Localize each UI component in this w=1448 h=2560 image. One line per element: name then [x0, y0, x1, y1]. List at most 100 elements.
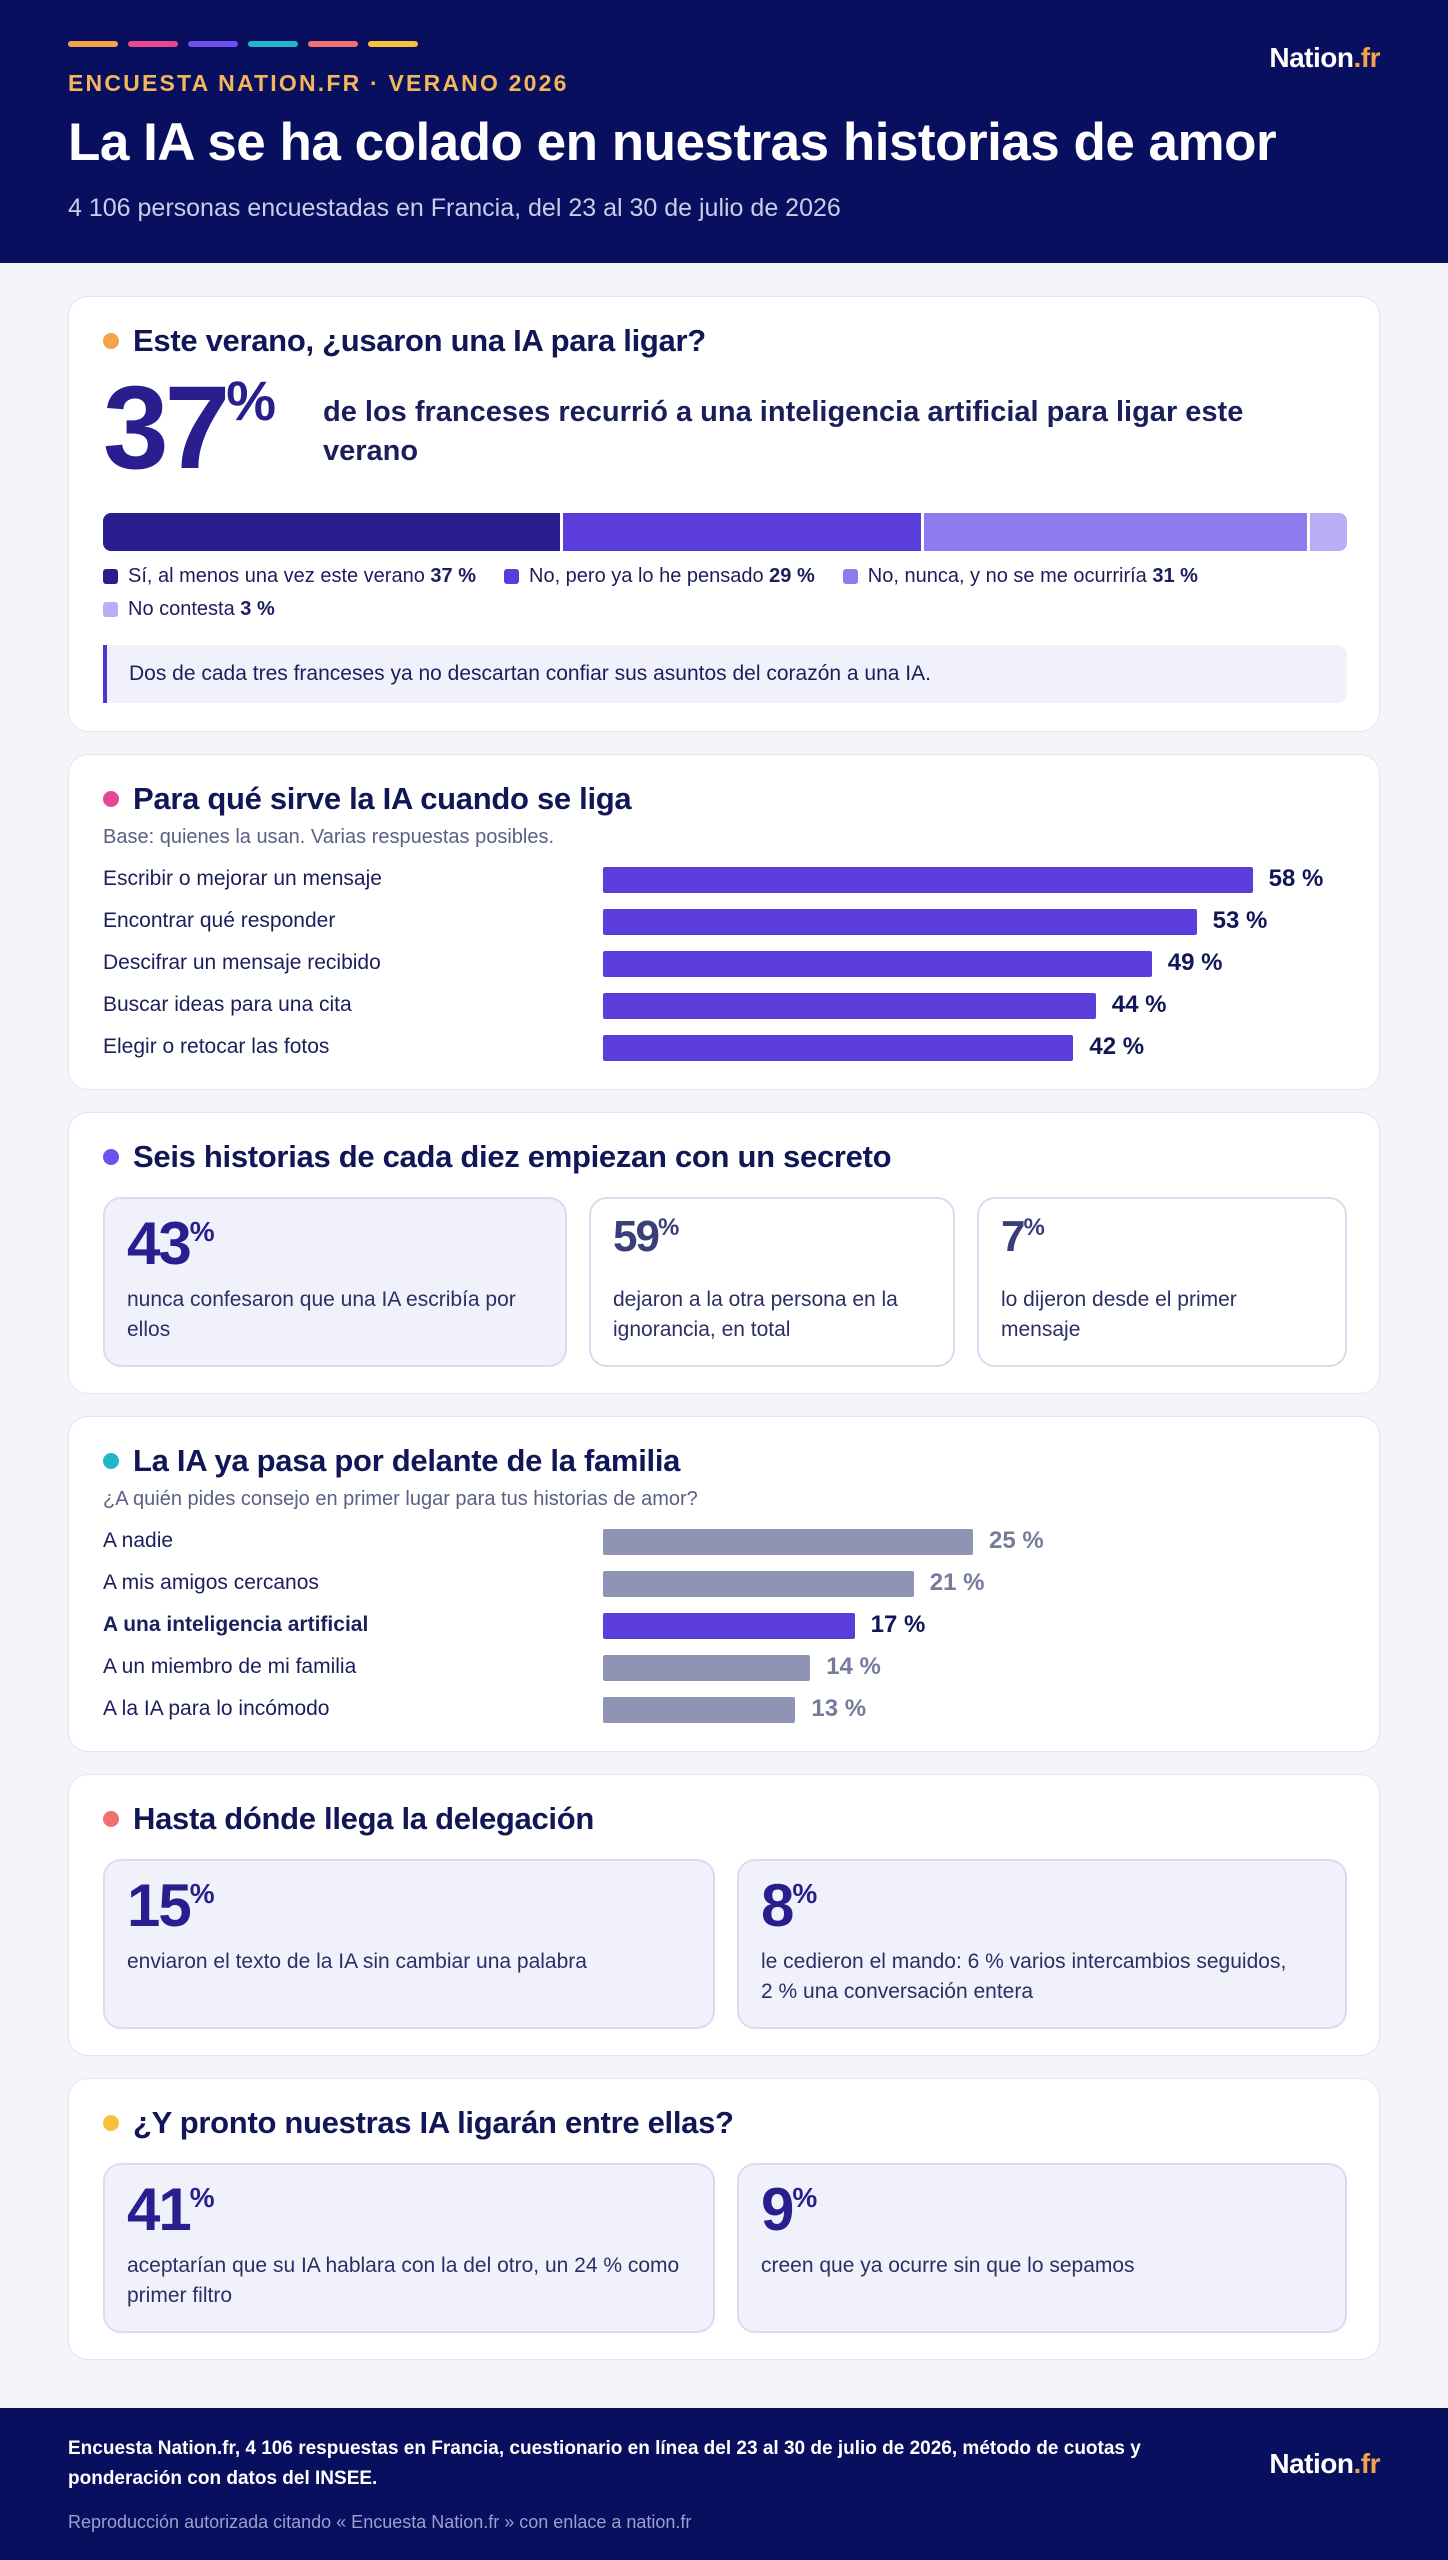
- section-header: ¿Y pronto nuestras IA ligarán entre ella…: [103, 2105, 734, 2141]
- big-stat-unit: %: [226, 369, 277, 432]
- bar-value: 53 %: [1212, 907, 1268, 934]
- stat-card: 59% dejaron a la otra persona en la igno…: [589, 1197, 955, 1367]
- bar: [603, 1613, 855, 1639]
- stat-number: 15%: [127, 1872, 215, 1939]
- legend-value: 29 %: [769, 565, 815, 587]
- page-title: La IA se ha colado en nuestras historias…: [68, 113, 1277, 172]
- legend-swatch: [842, 569, 858, 584]
- stacked-bar-segment: [924, 513, 1310, 551]
- bar: [603, 1529, 973, 1555]
- reproduction-note: Reproducción autorizada citando « Encues…: [68, 2512, 692, 2532]
- legend-item: No contesta 3 %: [103, 598, 275, 621]
- header: ENCUESTA NATION.FR · VERANO 2026 La IA s…: [0, 0, 1448, 263]
- stacked-bar-segment: [103, 513, 564, 551]
- color-stripe: [188, 41, 238, 47]
- stat-number: 9%: [761, 2176, 818, 2243]
- bar-value: 58 %: [1268, 865, 1324, 892]
- stat-card: 15% enviaron el texto de la IA sin cambi…: [103, 1859, 715, 2029]
- brand-logo[interactable]: Nation.fr: [1269, 2448, 1380, 2480]
- bar: [603, 867, 1253, 893]
- legend-item: No, nunca, y no se me ocurriría 31 %: [842, 565, 1198, 588]
- bar-row: A un miembro de mi familia 14 %: [103, 1653, 1353, 1683]
- stat-card: 9% creen que ya ocurre sin que lo sepamo…: [737, 2163, 1347, 2333]
- section-ai-usage: Este verano, ¿usaron una IA para ligar? …: [68, 296, 1380, 732]
- methodology-note: Encuesta Nation.fr, 4 106 respuestas en …: [68, 2438, 1141, 2490]
- page-subtitle: 4 106 personas encuestadas en Francia, d…: [68, 194, 841, 222]
- bar-row: Descifrar un mensaje recibido 49 %: [103, 949, 1353, 979]
- bullet-dot: [103, 2115, 119, 2131]
- bar-label: A una inteligencia artificial: [103, 1613, 369, 1636]
- logo-suffix: .fr: [1353, 42, 1381, 73]
- bar-row: Escribir o mejorar un mensaje 58 %: [103, 865, 1353, 895]
- stat-number: 59%: [613, 1212, 680, 1261]
- section-header: Hasta dónde llega la delegación: [103, 1801, 594, 1837]
- bar-value: 25 %: [989, 1527, 1044, 1554]
- brand-logo[interactable]: Nation.fr: [1269, 42, 1380, 74]
- section-subtitle: Base: quienes la usan. Varias respuestas…: [103, 826, 555, 848]
- legend-label: No, nunca, y no se me ocurriría 31 %: [867, 565, 1198, 587]
- stat-card: 41% aceptarían que su IA hablara con la …: [103, 2163, 715, 2333]
- bullet-dot: [103, 1149, 119, 1165]
- stat-text: aceptarían que su IA hablara con la del …: [127, 2254, 680, 2308]
- bar-row: A una inteligencia artificial 17 %: [103, 1611, 1353, 1641]
- section-title: La IA ya pasa por delante de la familia: [133, 1443, 681, 1478]
- bar-label: Encontrar qué responder: [103, 909, 336, 932]
- legend-label: No contesta 3 %: [128, 598, 275, 620]
- bar-label: Elegir o retocar las fotos: [103, 1035, 330, 1058]
- color-stripe: [368, 41, 418, 47]
- stacked-bar: [103, 513, 1347, 551]
- big-stat: 37%: [103, 369, 276, 487]
- bullet-dot: [103, 1811, 119, 1827]
- stat-number: 43%: [127, 1210, 215, 1277]
- logo-suffix: .fr: [1353, 2448, 1381, 2479]
- section-advice: La IA ya pasa por delante de la familia …: [68, 1416, 1380, 1752]
- bar-value: 44 %: [1111, 991, 1167, 1018]
- bar-value: 13 %: [811, 1695, 867, 1722]
- bar-label: Descifrar un mensaje recibido: [103, 951, 381, 974]
- stat-text: creen que ya ocurre sin que lo sepamos: [761, 2254, 1135, 2277]
- section-title: Seis historias de cada diez empiezan con…: [133, 1139, 892, 1174]
- logo-text: Nation: [1269, 2448, 1354, 2479]
- color-stripes: [68, 41, 418, 47]
- bar-row: Elegir o retocar las fotos 42 %: [103, 1033, 1353, 1063]
- stat-card: 7% lo dijeron desde el primer mensaje: [977, 1197, 1347, 1367]
- bar-row: Encontrar qué responder 53 %: [103, 907, 1353, 937]
- bar-label: A la IA para lo incómodo: [103, 1697, 330, 1720]
- bar-label: A un miembro de mi familia: [103, 1655, 357, 1678]
- bar-label: A nadie: [103, 1529, 174, 1552]
- section-title: ¿Y pronto nuestras IA ligarán entre ella…: [133, 2105, 734, 2140]
- stacked-bar-segment: [1309, 513, 1347, 551]
- section-header: La IA ya pasa por delante de la familia: [103, 1443, 680, 1479]
- bar: [603, 1035, 1074, 1061]
- stat-text: nunca confesaron que una IA escribía por…: [127, 1288, 516, 1342]
- stat-card: 8% le cedieron el mando: 6 % varios inte…: [737, 1859, 1347, 2029]
- callout-note: Dos de cada tres franceses ya no descart…: [103, 645, 1347, 703]
- stat-number: 8%: [761, 1872, 818, 1939]
- footer: Encuesta Nation.fr, 4 106 respuestas en …: [0, 2408, 1448, 2560]
- lead-text: de los franceses recurrió a una intelige…: [323, 396, 1244, 468]
- bar-row: A nadie 25 %: [103, 1527, 1353, 1557]
- stat-text: enviaron el texto de la IA sin cambiar u…: [127, 1950, 587, 1973]
- color-stripe: [68, 41, 118, 47]
- legend-value: 3 %: [240, 598, 275, 620]
- bar-row: A mis amigos cercanos 21 %: [103, 1569, 1353, 1599]
- section-header: Este verano, ¿usaron una IA para ligar?: [103, 323, 706, 359]
- stat-card: 43% nunca confesaron que una IA escribía…: [103, 1197, 567, 1367]
- section-title: Este verano, ¿usaron una IA para ligar?: [133, 323, 706, 358]
- section-title: Para qué sirve la IA cuando se liga: [133, 781, 632, 816]
- bar: [603, 1655, 811, 1681]
- legend: Sí, al menos una vez este verano 37 % No,…: [103, 565, 1347, 621]
- bar: [603, 951, 1152, 977]
- stat-text: lo dijeron desde el primer mensaje: [1001, 1288, 1237, 1342]
- bullet-dot: [103, 791, 119, 807]
- bar: [603, 993, 1096, 1019]
- legend-swatch: [103, 569, 118, 584]
- legend-swatch: [504, 569, 519, 584]
- legend-value: 31 %: [1152, 565, 1198, 587]
- bar-value: 14 %: [826, 1653, 881, 1680]
- bar-row: A la IA para lo incómodo 13 %: [103, 1695, 1353, 1725]
- kicker: ENCUESTA NATION.FR · VERANO 2026: [68, 70, 569, 96]
- bar-label: Escribir o mejorar un mensaje: [103, 867, 382, 890]
- stat-text: dejaron a la otra persona en la ignoranc…: [613, 1288, 898, 1342]
- legend-item: Sí, al menos una vez este verano 37 %: [103, 565, 476, 588]
